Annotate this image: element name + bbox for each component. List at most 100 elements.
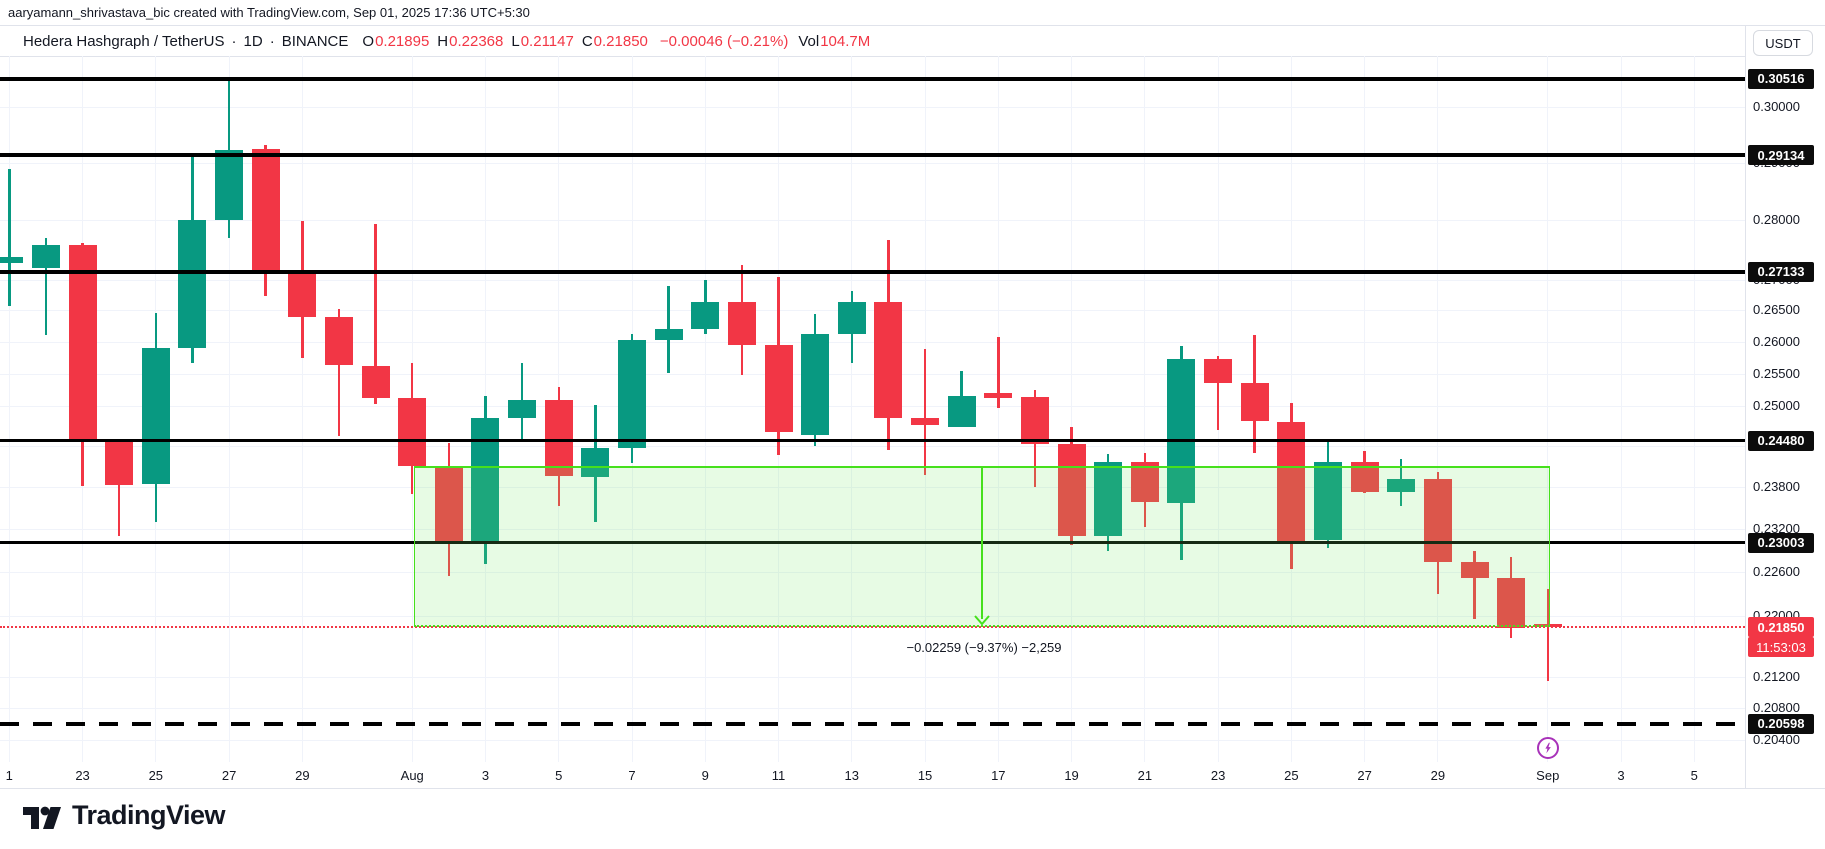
candle-wick (8, 168, 11, 307)
countdown-badge: 11:53:03 (1748, 637, 1814, 657)
price-axis-label: 0.30000 (1753, 98, 1800, 114)
price-change: −0.00046 (−0.21%) (659, 32, 789, 50)
chart-plot-area[interactable] (0, 25, 1745, 762)
candle-aug-12[interactable] (801, 334, 830, 435)
price-level-badge: 0.24480 (1748, 430, 1814, 451)
candle-aug-23[interactable] (1204, 359, 1233, 384)
time-axis-label: Aug (400, 768, 424, 783)
candle-jul-28[interactable] (251, 149, 280, 270)
candle-jul-30[interactable] (324, 316, 353, 366)
candle-aug-28[interactable] (1387, 479, 1416, 492)
price-axis-label: 0.21200 (1753, 668, 1800, 684)
candle-wick (1546, 588, 1549, 681)
candle-aug-1[interactable] (398, 397, 427, 466)
gridline-horizontal (0, 615, 1745, 617)
candle-jul-31[interactable] (361, 365, 390, 398)
candle-aug-18[interactable] (1020, 396, 1049, 444)
candle-aug-17[interactable] (984, 392, 1013, 398)
time-axis-label: 5 (555, 768, 563, 783)
ohlc-high: H0.22368 (437, 32, 504, 50)
price-axis-label: 0.26000 (1753, 333, 1800, 349)
price-level-badge: 0.30516 (1748, 68, 1814, 89)
candle-jul-22[interactable] (31, 244, 60, 268)
candle-aug-14[interactable] (874, 302, 903, 418)
ohlc-close: C0.21850 (581, 32, 648, 50)
lightning-event-icon[interactable] (1536, 737, 1559, 759)
ohlc-low: L0.21147 (511, 32, 574, 50)
gridline-horizontal (0, 445, 1745, 447)
candle-aug-7[interactable] (618, 340, 646, 448)
time-axis-label: 25 (1284, 768, 1299, 783)
divider (0, 25, 1825, 26)
candle-aug-31[interactable] (1497, 578, 1526, 629)
gridline-vertical (301, 56, 303, 762)
candle-aug-3[interactable] (471, 417, 500, 541)
price-level-line[interactable] (0, 153, 1745, 157)
price-axis-label: 0.20800 (1753, 699, 1800, 715)
price-level-line[interactable] (0, 438, 1745, 443)
candle-jul-26[interactable] (178, 219, 207, 349)
candle-jul-29[interactable] (288, 270, 317, 318)
candle-aug-8[interactable] (654, 328, 683, 341)
candle-aug-9[interactable] (691, 302, 720, 329)
candle-aug-6[interactable] (581, 447, 610, 478)
candle-aug-11[interactable] (764, 344, 793, 432)
candle-aug-21[interactable] (1130, 462, 1159, 502)
price-axis[interactable]: USDT 0.300000.290000.280000.270000.26500… (1745, 0, 1825, 849)
time-axis-label: 1 (5, 768, 13, 783)
price-level-line[interactable] (0, 540, 1745, 545)
time-axis-label: 15 (917, 768, 933, 783)
candle-jul-25[interactable] (141, 348, 170, 484)
time-axis-label: 25 (148, 768, 164, 783)
candle-aug-22[interactable] (1167, 359, 1196, 503)
gridline-horizontal (0, 707, 1745, 709)
gridline-horizontal (0, 162, 1745, 164)
gridline-vertical (228, 56, 230, 762)
time-axis[interactable]: 1 23 25 27 29 Aug 3 5 7 9 11 13 15 17 19 21 23 25 27 29 Sep 3… (0, 762, 1745, 788)
time-axis-label: 3 (481, 768, 490, 783)
time-axis-label: 7 (628, 768, 636, 783)
candle-aug-30[interactable] (1460, 562, 1489, 579)
current-price-badge: 0.21850 (1748, 617, 1814, 637)
divider (0, 788, 1825, 789)
candle-aug-19[interactable] (1057, 443, 1086, 536)
gridline-vertical (1547, 56, 1549, 762)
gridline-horizontal (0, 220, 1745, 222)
interval-label[interactable]: 1D (243, 32, 263, 50)
candle-aug-4[interactable] (508, 400, 537, 418)
price-level-line[interactable] (0, 722, 1745, 726)
gridline-vertical (1364, 56, 1366, 762)
tradingview-wordmark: TradingView (72, 800, 226, 830)
tradingview-logo[interactable]: TradingView (22, 800, 226, 831)
candle-jul-27[interactable] (215, 150, 244, 220)
candle-aug-29[interactable] (1423, 479, 1452, 563)
candle-wick (1216, 355, 1220, 430)
price-axis-label: 0.25000 (1753, 398, 1800, 414)
gridline-horizontal (0, 676, 1745, 678)
price-axis-label: 0.23200 (1753, 520, 1800, 536)
symbol-legend[interactable]: Hedera Hashgraph / TetherUS · 1D · BINAN… (23, 30, 878, 52)
candle-aug-20[interactable] (1094, 462, 1123, 536)
time-axis-label: 5 (1690, 768, 1698, 783)
attribution-text: aaryamann_shrivastava_bic created with T… (8, 5, 530, 20)
candle-aug-16[interactable] (947, 395, 976, 427)
candle-aug-5[interactable] (544, 399, 573, 476)
candle-aug-26[interactable] (1313, 462, 1342, 540)
price-level-line[interactable] (0, 77, 1745, 81)
candle-jul-24[interactable] (105, 441, 134, 485)
candle-aug-10[interactable] (727, 302, 756, 345)
candle-aug-2[interactable] (434, 466, 463, 541)
time-axis-label: 19 (1064, 768, 1079, 783)
candle-aug-24[interactable] (1240, 382, 1269, 422)
candle-jul-23[interactable] (68, 244, 97, 442)
candle-aug-15[interactable] (911, 417, 940, 426)
price-axis-label: 0.23800 (1753, 478, 1800, 494)
candle-jul-21[interactable] (0, 257, 24, 264)
price-level-badge: 0.20598 (1748, 713, 1814, 734)
time-axis-label: 13 (844, 768, 860, 783)
price-level-line[interactable] (0, 270, 1745, 274)
candle-aug-13[interactable] (837, 302, 866, 335)
symbol-title[interactable]: Hedera Hashgraph / TetherUS (23, 32, 225, 50)
gridline-vertical (1144, 56, 1146, 762)
currency-toggle-button[interactable]: USDT (1753, 30, 1813, 56)
